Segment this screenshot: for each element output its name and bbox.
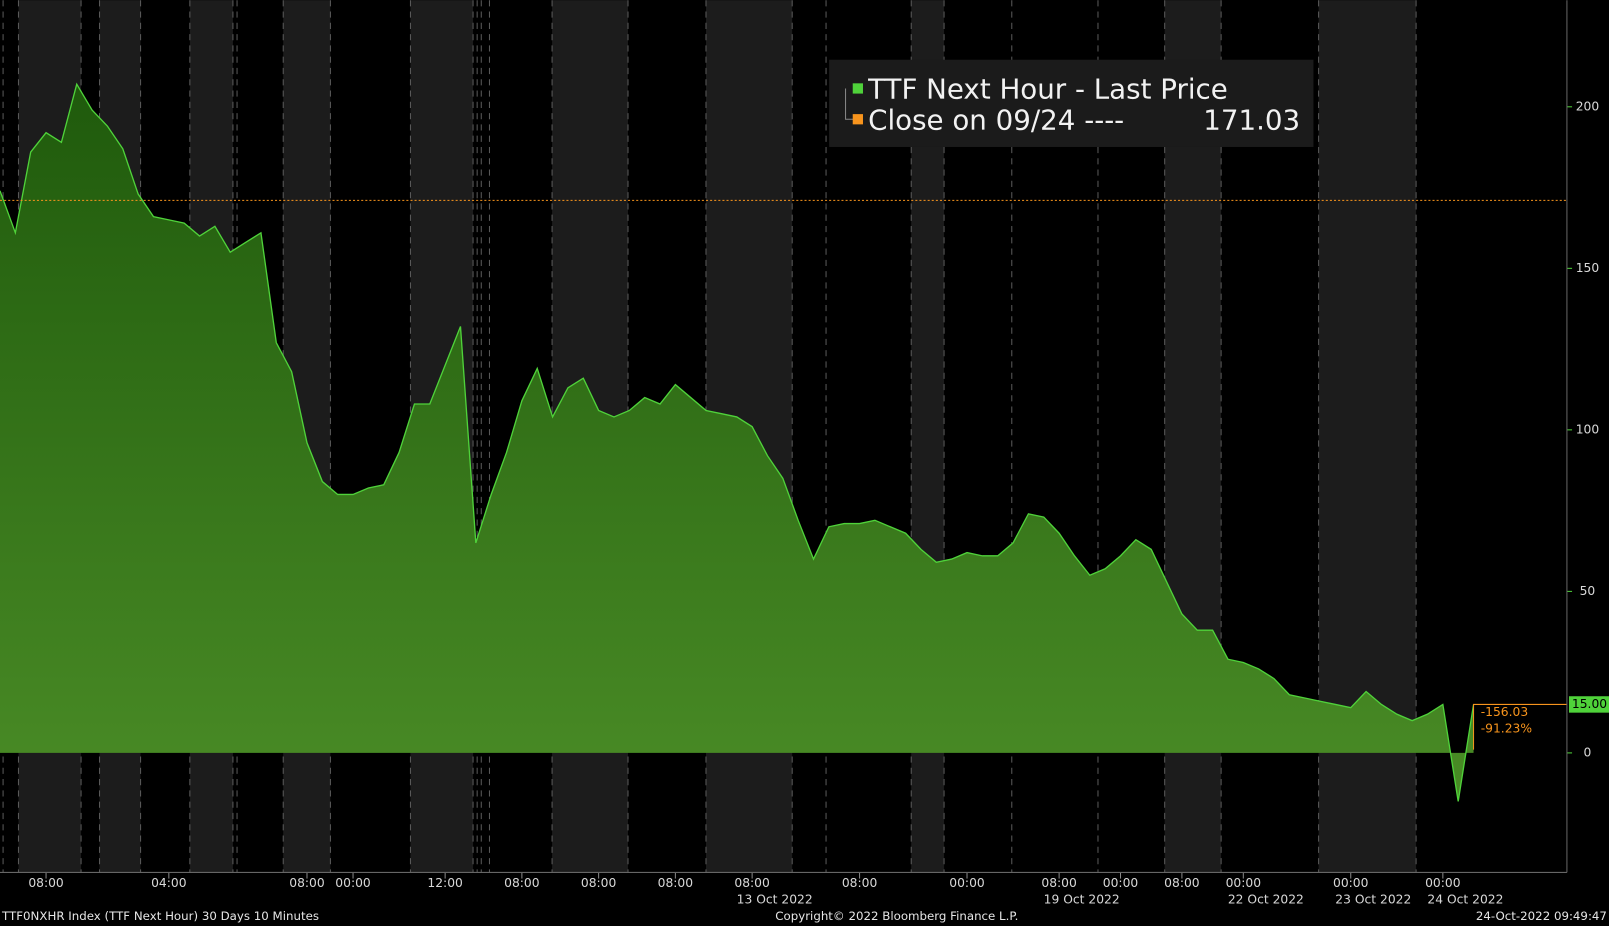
- x-tick-label: 00:00: [1425, 876, 1460, 890]
- legend-bracket: [845, 88, 854, 120]
- x-tick-label: 00:00: [1103, 876, 1138, 890]
- plot: 0 50 100 150 200 08:00 04:00 08:00 00:00 12:00 08:…: [0, 82, 1609, 907]
- y-tick-label: 100: [1576, 422, 1599, 436]
- area-fill: [0, 84, 1474, 802]
- x-tick-label: 08:00: [504, 876, 539, 890]
- last-price-bracket: [1473, 703, 1567, 750]
- footer-left: TTF0NXHR Index (TTF Next Hour) 30 Days 1…: [1, 909, 319, 923]
- footer-right: 24-Oct-2022 09:49:47: [1476, 909, 1607, 923]
- x-tick-label: 04:00: [151, 876, 186, 890]
- x-tick-label: 08:00: [28, 876, 63, 890]
- x-tick-label: 08:00: [289, 876, 324, 890]
- legend-box: [829, 59, 1314, 147]
- last-price-label: 15.00: [1572, 697, 1607, 711]
- x-tick-label: 00:00: [1226, 876, 1261, 890]
- legend-value: 171.03: [1203, 103, 1300, 136]
- x-tick-label: 12:00: [427, 876, 462, 890]
- y-tick-label: 0: [1584, 745, 1592, 759]
- legend: TTF Next Hour - Last Price Close on 09/2…: [829, 59, 1314, 147]
- legend-label: Close on 09/24 ----: [868, 103, 1124, 136]
- date-label: 19 Oct 2022: [1044, 893, 1120, 907]
- last-price-tag: [1568, 696, 1609, 713]
- x-tick-label: 00:00: [949, 876, 984, 890]
- x-tick-label: 08:00: [1164, 876, 1199, 890]
- x-tick-label: 08:00: [581, 876, 616, 890]
- date-label: 22 Oct 2022: [1228, 893, 1304, 907]
- x-tick-label: 00:00: [1333, 876, 1368, 890]
- legend-swatch: [852, 83, 863, 94]
- y-tick-label: 200: [1576, 99, 1599, 113]
- legend-swatch: [852, 114, 863, 125]
- date-label: 24 Oct 2022: [1427, 893, 1503, 907]
- footer-center: Copyright© 2022 Bloomberg Finance L.P.: [775, 909, 1018, 923]
- y-tick-label: 50: [1580, 584, 1596, 598]
- x-tick-label: 08:00: [734, 876, 769, 890]
- x-tick-label: 08:00: [1041, 876, 1076, 890]
- change-label: -156.03: [1481, 705, 1528, 719]
- x-tick-label: 08:00: [658, 876, 693, 890]
- date-label: 13 Oct 2022: [737, 893, 813, 907]
- x-tick-label: 08:00: [842, 876, 877, 890]
- y-tick-label: 150: [1576, 261, 1599, 275]
- legend-label: TTF Next Hour - Last Price: [867, 73, 1228, 106]
- price-line: [0, 82, 1475, 802]
- change-pct-label: -91.23%: [1481, 722, 1532, 736]
- x-tick-label: 00:00: [335, 876, 370, 890]
- date-label: 23 Oct 2022: [1335, 893, 1411, 907]
